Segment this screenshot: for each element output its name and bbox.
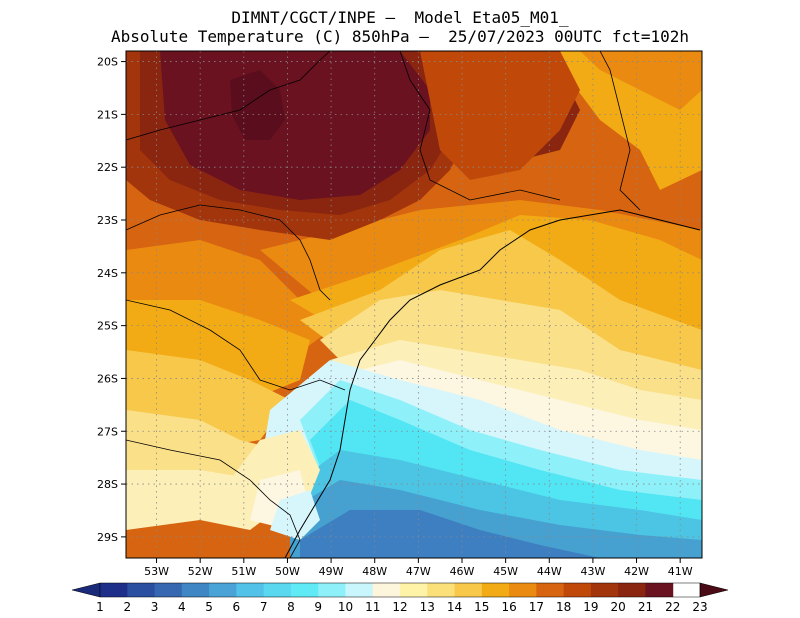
colorbar-label: 18 (556, 600, 571, 614)
colorbar-segment (536, 583, 565, 597)
borders (126, 51, 701, 558)
temperature-field (126, 51, 702, 558)
temp-band-18-east (420, 51, 580, 180)
longitude-axis: 53W 52W 51W 50W 49W 48W 47W 46W 45W 44W 43W 42W 41W (144, 558, 693, 578)
chart-title-line2: Absolute Temperature (C) 850hPa – 25/07/… (111, 27, 689, 46)
state-border-north (126, 51, 331, 141)
colorbar-label: 15 (474, 600, 489, 614)
lon-tick-label: 44W (537, 565, 562, 578)
lon-tick-label: 53W (144, 565, 169, 578)
lon-tick-label: 49W (319, 565, 344, 578)
lat-tick-label: 22S (97, 161, 118, 174)
chart-title-line1: DIMNT/CGCT/INPE – Model Eta05_M01_ (231, 8, 569, 27)
colorbar-label: 2 (123, 600, 131, 614)
colorbar-segment (645, 583, 674, 597)
lon-tick-label: 43W (580, 565, 605, 578)
colorbar-label: 10 (338, 600, 353, 614)
colorbar-label: 9 (314, 600, 322, 614)
state-border-northeast (399, 51, 561, 201)
colorbar-label: 20 (611, 600, 626, 614)
lon-tick-label: 41W (668, 565, 693, 578)
lon-tick-label: 50W (275, 565, 300, 578)
colorbar-segment (345, 583, 374, 597)
lat-tick-label: 26S (97, 372, 118, 385)
colorbar-segment (290, 583, 319, 597)
colorbar-label: 23 (692, 600, 707, 614)
colorbar-segment (209, 583, 237, 597)
lon-tick-label: 47W (406, 565, 431, 578)
colorbar-segment (318, 583, 346, 597)
colorbar-segment (127, 583, 156, 597)
colorbar-segment (481, 583, 510, 597)
state-border-west (126, 299, 346, 391)
colorbar-label: 14 (447, 600, 462, 614)
lon-tick-label: 42W (624, 565, 649, 578)
colorbar-segment (100, 583, 128, 597)
colorbar-label: 16 (501, 600, 516, 614)
lat-tick-label: 27S (97, 425, 118, 438)
colorbar-label: 13 (420, 600, 435, 614)
colorbar-label: 5 (205, 600, 213, 614)
lat-tick-label: 29S (97, 531, 118, 544)
lon-tick-label: 52W (188, 565, 213, 578)
lat-tick-label: 21S (97, 108, 118, 121)
colorbar-label: 6 (233, 600, 241, 614)
colorbar-segment (181, 583, 210, 597)
state-border-south (126, 439, 301, 558)
lon-tick-label: 46W (450, 565, 475, 578)
state-border-central (126, 204, 331, 301)
lat-tick-label: 24S (97, 267, 118, 280)
colorbar-label: 17 (529, 600, 544, 614)
colorbar-label: 21 (638, 600, 653, 614)
colorbar-label: 8 (287, 600, 295, 614)
colorbar-segment (509, 583, 537, 597)
temp-band-16-upper-right (580, 51, 702, 110)
colorbar-segment (427, 583, 456, 597)
colorbar-segment (263, 583, 292, 597)
lat-tick-label: 25S (97, 320, 118, 333)
lat-tick-label: 28S (97, 478, 118, 491)
colorbar-label: 11 (365, 600, 380, 614)
temp-band-21 (160, 51, 430, 200)
colorbar-label: 22 (665, 600, 680, 614)
colorbar-label: 4 (178, 600, 186, 614)
colorbar-segment (618, 583, 646, 597)
colorbar-label: 1 (96, 600, 104, 614)
state-border-east (599, 51, 641, 211)
colorbar-label: 12 (392, 600, 407, 614)
colorbar-low-arrow (71, 582, 101, 598)
latitude-axis: 20S 21S 22S 23S 24S 25S 26S 27S 28S 29S (97, 56, 126, 544)
colorbar-segment (372, 583, 401, 597)
colorbar-segment (400, 583, 428, 597)
coastline (284, 209, 701, 558)
colorbar-segment (590, 583, 619, 597)
colorbar-segment (236, 583, 265, 597)
map-frame (125, 50, 703, 559)
lat-tick-label: 20S (97, 56, 118, 69)
colorbar-label: 3 (151, 600, 159, 614)
colorbar: 1 2 3 4 5 6 7 8 9 10 11 12 13 14 15 16 17 18 19 20 21 22 23 (71, 582, 729, 614)
lon-tick-label: 45W (493, 565, 518, 578)
colorbar-segment (154, 583, 183, 597)
colorbar-segment (563, 583, 592, 597)
lat-tick-label: 23S (97, 214, 118, 227)
colorbar-frame (99, 582, 701, 598)
colorbar-label: 7 (260, 600, 268, 614)
temp-band-10-coastal (270, 490, 320, 540)
colorbar-high-arrow (699, 582, 729, 598)
lon-tick-label: 51W (231, 565, 256, 578)
lon-tick-label: 48W (362, 565, 387, 578)
colorbar-segment (454, 583, 483, 597)
colorbar-label: 19 (583, 600, 598, 614)
